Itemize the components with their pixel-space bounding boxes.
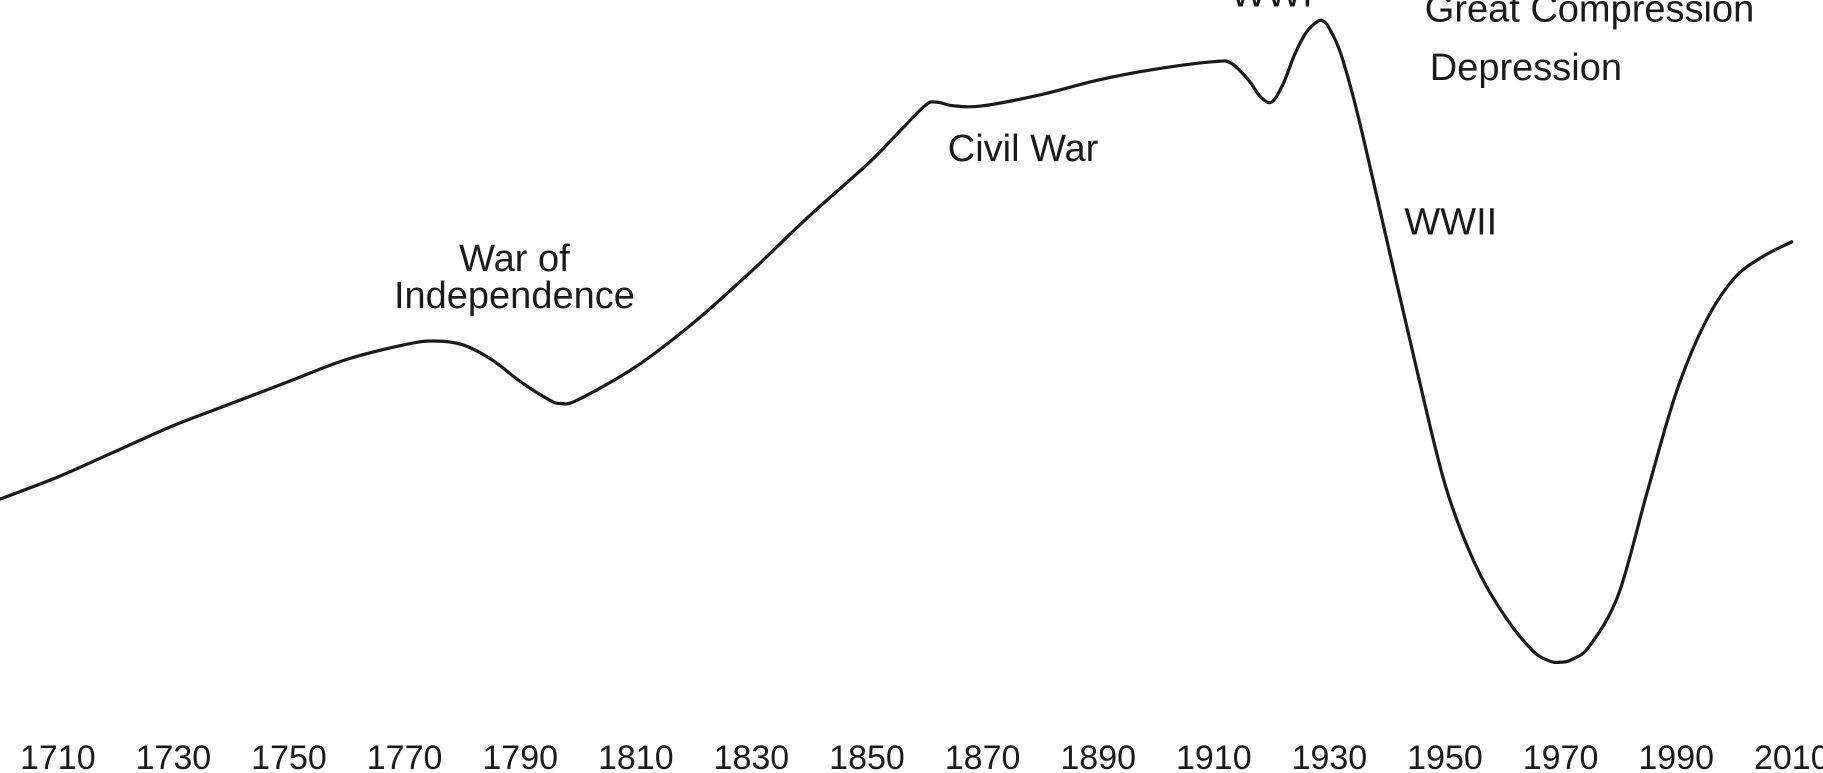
x-tick-label: 1730 — [136, 739, 212, 773]
annotation-label: Great Compression — [1425, 0, 1754, 30]
x-tick-label: 1770 — [367, 739, 443, 773]
annotations: WWI Great Compression Depression Civil War W… — [394, 0, 1754, 317]
series-line — [0, 18, 1794, 665]
x-tick-label: 1870 — [945, 739, 1021, 773]
x-tick-label: 1990 — [1638, 739, 1714, 773]
annotation-label: Independence — [394, 275, 635, 317]
x-tick-label: 1970 — [1523, 739, 1599, 773]
x-tick-label: 1810 — [598, 739, 674, 773]
x-tick-label: 1830 — [714, 739, 790, 773]
annotation-label: WWI — [1230, 0, 1312, 16]
x-tick-label: 1790 — [482, 739, 558, 773]
annotation-label: WWII — [1404, 201, 1497, 243]
series-lines — [0, 18, 1794, 665]
x-axis-ticks: 1710 1730 1750 1770 1790 1810 1830 1850 1870 1890… — [20, 739, 1823, 773]
x-tick-label: 1710 — [20, 739, 96, 773]
annotation-label: Civil War — [948, 128, 1099, 170]
x-tick-label: 1890 — [1060, 739, 1136, 773]
x-tick-label: 1850 — [829, 739, 905, 773]
x-tick-label: 2010 — [1754, 739, 1823, 773]
x-tick-label: 1750 — [251, 739, 327, 773]
annotation-label: Depression — [1430, 47, 1622, 89]
x-tick-label: 1930 — [1292, 739, 1368, 773]
x-tick-label: 1910 — [1176, 739, 1252, 773]
annotation-label: War of — [459, 238, 570, 280]
x-tick-label: 1950 — [1407, 739, 1483, 773]
